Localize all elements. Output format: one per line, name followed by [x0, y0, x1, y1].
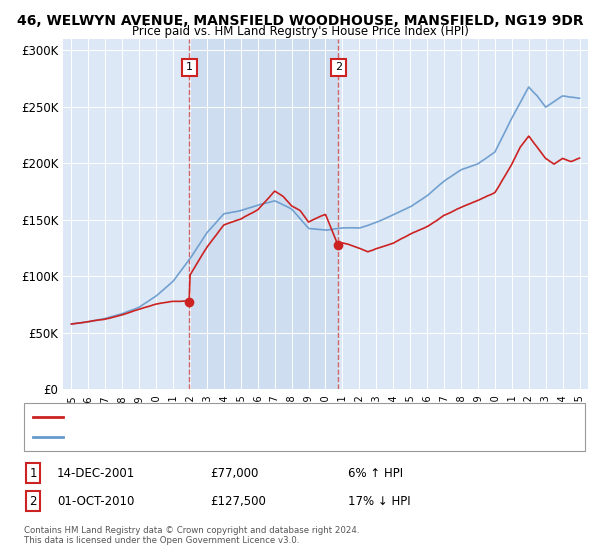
Text: 01-OCT-2010: 01-OCT-2010 — [57, 494, 134, 508]
Text: HPI: Average price, detached house, Mansfield: HPI: Average price, detached house, Mans… — [69, 432, 302, 442]
Text: This data is licensed under the Open Government Licence v3.0.: This data is licensed under the Open Gov… — [24, 536, 299, 545]
Text: 2: 2 — [29, 494, 37, 508]
Text: 17% ↓ HPI: 17% ↓ HPI — [348, 494, 410, 508]
Text: 2: 2 — [335, 62, 342, 72]
Text: 1: 1 — [185, 62, 193, 72]
Text: £77,000: £77,000 — [210, 466, 259, 480]
Text: 46, WELWYN AVENUE, MANSFIELD WOODHOUSE, MANSFIELD, NG19 9DR (detached hous: 46, WELWYN AVENUE, MANSFIELD WOODHOUSE, … — [69, 412, 514, 422]
Text: £127,500: £127,500 — [210, 494, 266, 508]
Text: Contains HM Land Registry data © Crown copyright and database right 2024.: Contains HM Land Registry data © Crown c… — [24, 526, 359, 535]
Text: 14-DEC-2001: 14-DEC-2001 — [57, 466, 135, 480]
Text: 6% ↑ HPI: 6% ↑ HPI — [348, 466, 403, 480]
Text: 1: 1 — [29, 466, 37, 480]
Text: Price paid vs. HM Land Registry's House Price Index (HPI): Price paid vs. HM Land Registry's House … — [131, 25, 469, 38]
Bar — [189, 39, 338, 389]
Text: 46, WELWYN AVENUE, MANSFIELD WOODHOUSE, MANSFIELD, NG19 9DR: 46, WELWYN AVENUE, MANSFIELD WOODHOUSE, … — [17, 14, 583, 28]
